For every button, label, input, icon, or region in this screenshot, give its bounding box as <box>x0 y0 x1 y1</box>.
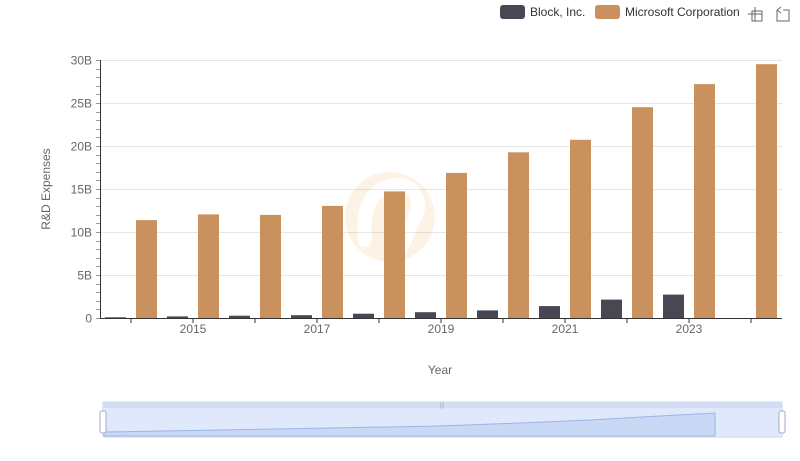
y-axis-ticks: 0 5B 10B 15B 20B 25B 30B <box>71 54 100 326</box>
legend-label: Block, Inc. <box>530 5 585 19</box>
x-tick-label: 2019 <box>428 322 455 336</box>
bar-block-2017[interactable] <box>291 315 312 318</box>
x-tick-label: 2021 <box>552 322 579 336</box>
bars <box>105 64 777 319</box>
slider-left-handle[interactable] <box>99 410 107 434</box>
x-axis-ticks: 2015 2017 2019 2021 2023 <box>130 318 752 336</box>
y-tick-label: 0 <box>85 312 92 326</box>
y-tick-label: 10B <box>71 226 92 240</box>
bar-block-2022[interactable] <box>601 299 622 318</box>
bar-microsoft-2016[interactable] <box>260 214 281 318</box>
x-axis-title: Year <box>428 363 452 377</box>
bar-block-2020[interactable] <box>477 310 498 318</box>
legend-swatch <box>500 5 525 19</box>
bar-microsoft-2021[interactable] <box>570 139 591 318</box>
x-tick-label: 2015 <box>180 322 207 336</box>
slider-right-handle[interactable] <box>778 410 786 434</box>
bar-block-2014[interactable] <box>105 317 126 319</box>
bar-block-2016[interactable] <box>229 315 250 318</box>
bar-microsoft-2014[interactable] <box>136 220 157 318</box>
bar-microsoft-2023[interactable] <box>694 84 715 318</box>
bar-block-2018[interactable] <box>353 313 374 318</box>
bar-microsoft-2020[interactable] <box>508 152 529 318</box>
y-tick-label: 5B <box>77 269 92 283</box>
bar-block-2023[interactable] <box>663 294 684 318</box>
y-tick-label: 30B <box>71 54 92 68</box>
legend: Block, Inc. Microsoft Corporation <box>500 5 740 19</box>
zoom-reset-icon[interactable] <box>776 6 790 22</box>
bar-microsoft-2019[interactable] <box>446 172 467 318</box>
svg-text:|||: ||| <box>440 403 445 409</box>
bar-microsoft-2022[interactable] <box>632 107 653 318</box>
legend-item-block[interactable]: Block, Inc. <box>500 5 585 19</box>
bar-microsoft-2024[interactable] <box>756 64 777 318</box>
zoom-select-icon[interactable] <box>748 7 763 22</box>
bar-block-2021[interactable] <box>539 306 560 318</box>
x-tick-label: 2023 <box>676 322 703 336</box>
bar-block-2019[interactable] <box>415 312 436 318</box>
bar-microsoft-2015[interactable] <box>198 214 219 318</box>
y-tick-label: 25B <box>71 97 92 111</box>
y-axis-title: R&D Expenses <box>39 148 53 229</box>
slider-preview-area <box>103 412 716 437</box>
x-tick-label: 2017 <box>304 322 331 336</box>
slider-top-bar[interactable] <box>103 402 782 408</box>
bar-microsoft-2017[interactable] <box>322 205 343 318</box>
y-tick-label: 20B <box>71 140 92 154</box>
legend-swatch <box>595 5 620 19</box>
data-zoom-slider[interactable]: ||| <box>99 401 786 438</box>
y-tick-label: 15B <box>71 183 92 197</box>
bar-microsoft-2018[interactable] <box>384 191 405 318</box>
legend-label: Microsoft Corporation <box>625 5 740 19</box>
legend-item-microsoft[interactable]: Microsoft Corporation <box>595 5 740 19</box>
bar-block-2015[interactable] <box>167 316 188 318</box>
